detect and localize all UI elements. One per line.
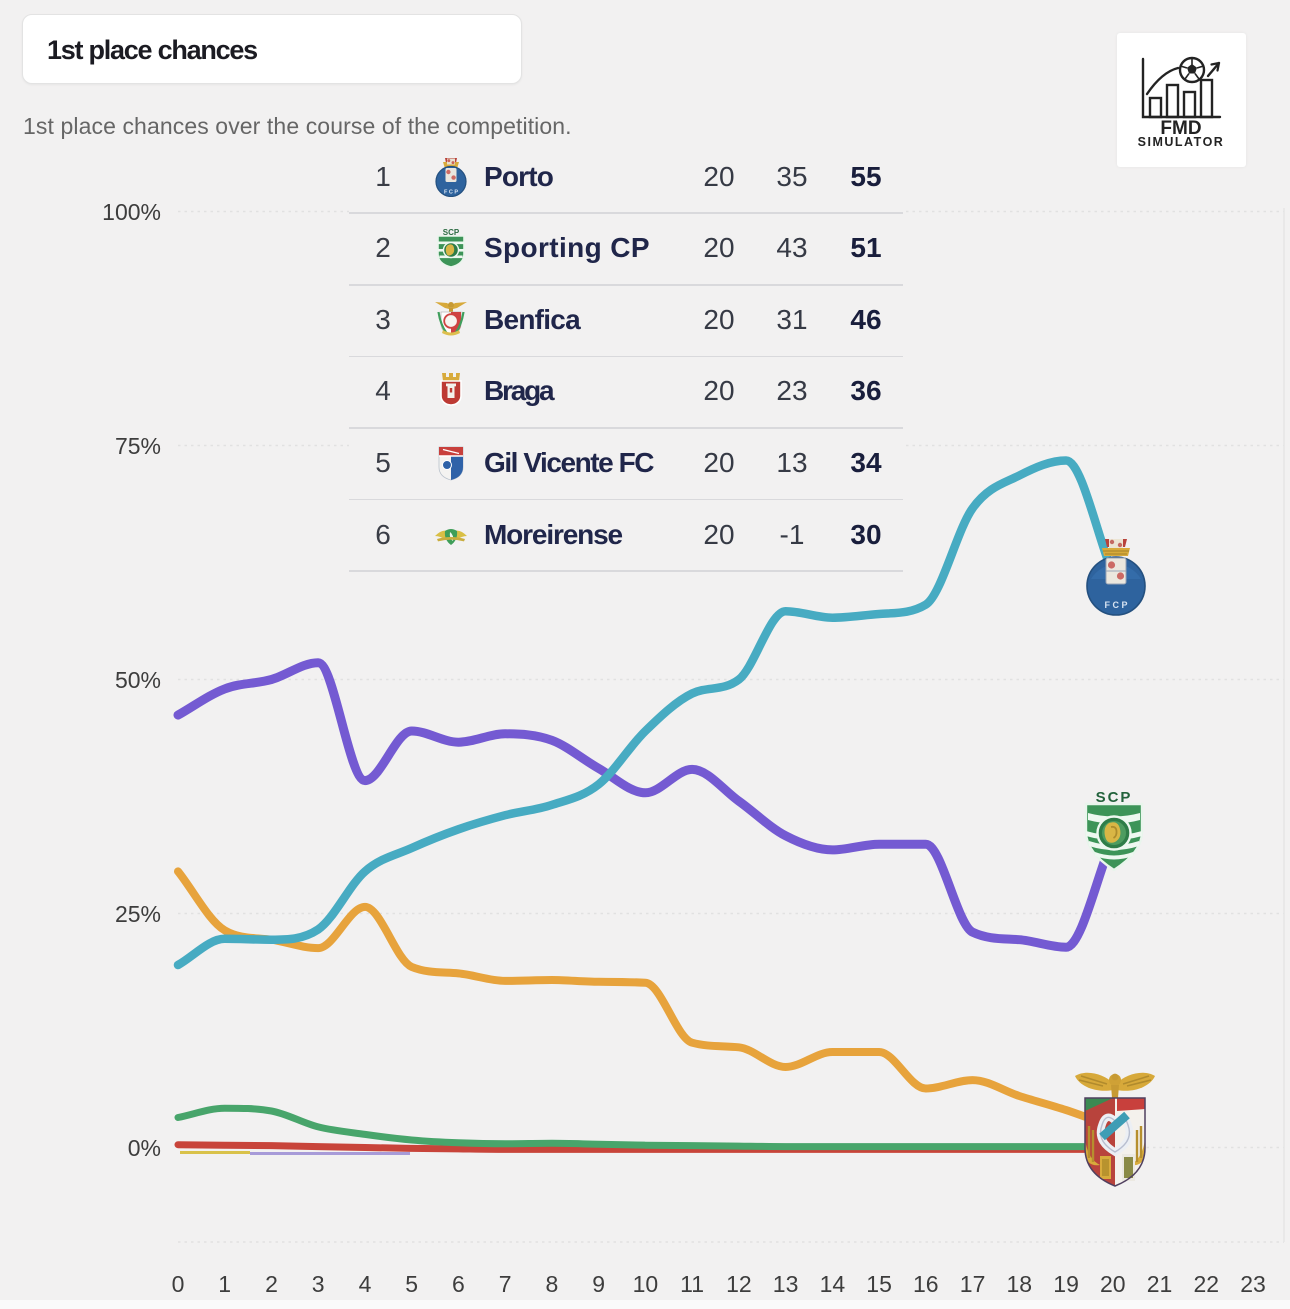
svg-text:FMD: FMD — [1160, 118, 1201, 139]
svg-text:SCP: SCP — [1096, 789, 1133, 806]
svg-text:F C P: F C P — [444, 189, 458, 195]
svg-text:SCP: SCP — [443, 228, 460, 237]
svg-text:F C P: F C P — [1104, 600, 1127, 610]
svg-text:SIMULATOR: SIMULATOR — [1138, 135, 1225, 149]
